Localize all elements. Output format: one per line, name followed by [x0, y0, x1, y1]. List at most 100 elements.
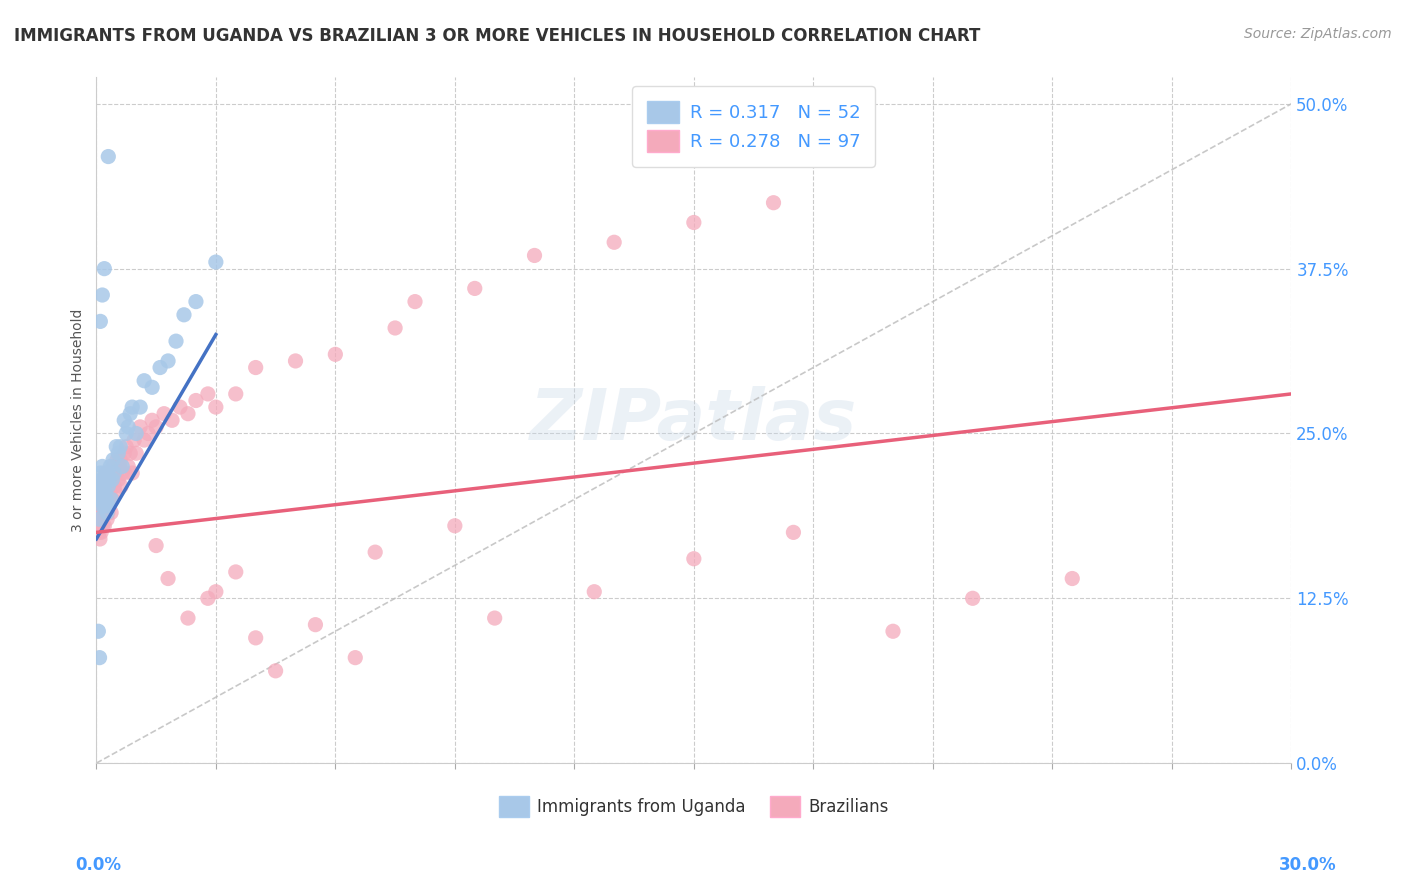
Y-axis label: 3 or more Vehicles in Household: 3 or more Vehicles in Household — [72, 309, 86, 532]
Text: Source: ZipAtlas.com: Source: ZipAtlas.com — [1244, 27, 1392, 41]
Point — [94, 485, 117, 500]
Point — [134, 433, 156, 447]
Point — [114, 466, 136, 480]
Point — [107, 473, 129, 487]
Point — [157, 572, 180, 586]
Point — [93, 261, 115, 276]
Point — [94, 479, 117, 493]
Point — [90, 473, 112, 487]
Point — [96, 492, 118, 507]
Point — [184, 393, 207, 408]
Point — [91, 485, 114, 500]
Point — [89, 512, 111, 526]
Point — [177, 407, 200, 421]
Point — [153, 407, 176, 421]
Point — [98, 499, 121, 513]
Point — [101, 473, 124, 487]
Point — [197, 591, 219, 606]
Point — [173, 308, 195, 322]
Point — [89, 479, 111, 493]
Point — [115, 426, 138, 441]
Point — [100, 492, 122, 507]
Legend: Immigrants from Uganda, Brazilians: Immigrants from Uganda, Brazilians — [492, 789, 896, 823]
Point — [89, 314, 111, 328]
Point — [117, 420, 139, 434]
Text: 30.0%: 30.0% — [1279, 856, 1336, 874]
Point — [245, 631, 267, 645]
Point — [93, 499, 115, 513]
Point — [225, 565, 247, 579]
Point — [121, 466, 143, 480]
Point — [96, 479, 118, 493]
Point — [93, 492, 115, 507]
Point — [89, 506, 111, 520]
Point — [112, 446, 135, 460]
Point — [364, 545, 387, 559]
Point — [112, 413, 135, 427]
Point — [110, 440, 132, 454]
Point — [94, 466, 117, 480]
Point — [111, 459, 134, 474]
Point — [96, 466, 118, 480]
Point — [89, 492, 111, 507]
Point — [104, 485, 127, 500]
Point — [107, 446, 129, 460]
Point — [145, 420, 167, 434]
Point — [89, 532, 111, 546]
Point — [93, 473, 115, 487]
Point — [97, 150, 120, 164]
Point — [404, 294, 426, 309]
Point — [90, 525, 112, 540]
Point — [96, 499, 118, 513]
Point — [98, 459, 121, 474]
Point — [97, 479, 120, 493]
Point — [165, 334, 187, 348]
Point — [205, 400, 228, 414]
Point — [87, 492, 110, 507]
Point — [111, 466, 134, 480]
Point — [120, 446, 142, 460]
Point — [115, 440, 138, 454]
Point — [98, 473, 121, 487]
Point — [97, 492, 120, 507]
Point — [882, 624, 904, 639]
Point — [682, 551, 704, 566]
Point — [225, 387, 247, 401]
Point — [90, 485, 112, 500]
Point — [129, 400, 152, 414]
Point — [91, 518, 114, 533]
Point — [110, 453, 132, 467]
Point — [484, 611, 506, 625]
Point — [264, 664, 287, 678]
Point — [145, 539, 167, 553]
Point — [89, 512, 111, 526]
Point — [91, 506, 114, 520]
Point — [98, 485, 121, 500]
Point — [205, 584, 228, 599]
Point — [98, 479, 121, 493]
Point — [304, 617, 326, 632]
Point — [101, 492, 124, 507]
Point — [100, 473, 122, 487]
Point — [157, 354, 180, 368]
Point — [384, 321, 406, 335]
Point — [197, 387, 219, 401]
Point — [284, 354, 307, 368]
Point — [125, 426, 148, 441]
Point — [93, 499, 115, 513]
Point — [136, 426, 159, 441]
Point — [93, 479, 115, 493]
Point — [125, 446, 148, 460]
Point — [91, 492, 114, 507]
Point — [90, 499, 112, 513]
Point — [94, 466, 117, 480]
Point — [97, 473, 120, 487]
Point — [117, 459, 139, 474]
Point — [464, 281, 486, 295]
Point — [121, 400, 143, 414]
Point — [103, 479, 125, 493]
Point — [325, 347, 347, 361]
Point — [603, 235, 626, 250]
Point — [90, 485, 112, 500]
Point — [89, 650, 111, 665]
